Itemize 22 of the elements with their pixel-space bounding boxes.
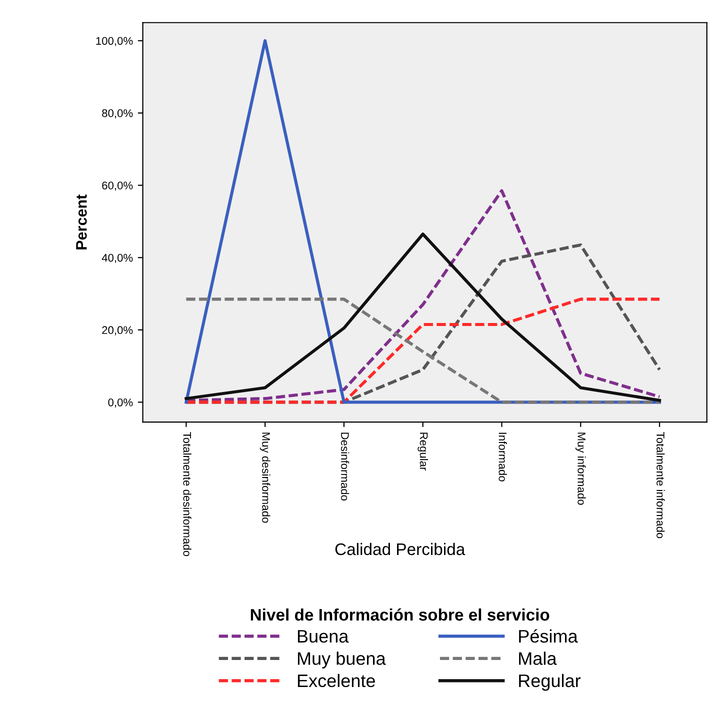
x-axis-title: Calidad Percibida (335, 542, 466, 556)
y-tick-label: 0,0% (108, 398, 133, 408)
y-tick-label: 80,0% (102, 109, 133, 118)
x-tick-label: Muy informado (575, 432, 586, 505)
x-tick-label: Muy desinformado (260, 432, 270, 523)
y-axis-title: Percent (76, 194, 87, 250)
legend-label: Buena (298, 630, 349, 643)
legend-label: Excelente (298, 674, 375, 688)
legend-title: Nivel de Información sobre el servicio (250, 608, 550, 621)
y-tick-label: 100,0% (96, 36, 133, 46)
y-tick-label: 20,0% (102, 326, 133, 336)
x-tick-label: Totalmente informado (656, 432, 665, 538)
y-tick-label: 60,0% (102, 182, 133, 191)
legend-label: Muy buena (298, 652, 386, 668)
legend-label: Mala (519, 652, 557, 665)
x-tick-label: Informado (498, 432, 507, 482)
x-tick-label: Regular (418, 432, 428, 471)
x-tick-label: Desinformado (340, 432, 350, 501)
x-tick-label: Totalmente desinformado (183, 432, 192, 556)
legend-label: Regular (519, 674, 581, 691)
legend-label: Pésima (519, 629, 578, 643)
y-tick-label: 40,0% (102, 254, 133, 264)
